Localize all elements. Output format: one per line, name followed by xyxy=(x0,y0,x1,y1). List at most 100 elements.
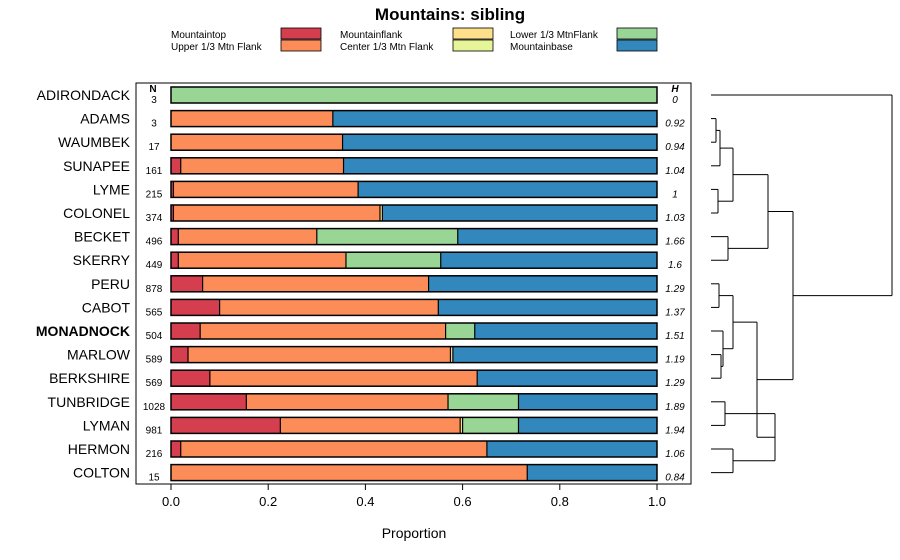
x-tick-label: 0.6 xyxy=(454,494,472,509)
x-tick-label: 1.0 xyxy=(648,494,666,509)
bar-segment xyxy=(474,323,657,339)
n-value: 589 xyxy=(146,355,163,366)
bar-segment xyxy=(171,441,181,457)
bar-segment xyxy=(358,181,657,198)
n-value: 1028 xyxy=(143,402,166,413)
bar-segment xyxy=(438,299,657,316)
bar-row xyxy=(170,109,658,128)
bar-segment xyxy=(171,417,281,434)
bar-segment xyxy=(246,393,449,410)
bar-segment xyxy=(440,252,657,269)
bar-segment xyxy=(445,323,475,339)
n-value: 449 xyxy=(146,260,163,271)
h-value: 1.6 xyxy=(668,260,682,271)
bar-segment xyxy=(171,134,343,151)
h-value: 1.19 xyxy=(665,355,685,366)
n-value: 878 xyxy=(146,284,163,295)
h-value: 0.84 xyxy=(665,473,685,484)
bar-outline xyxy=(170,109,658,128)
legend-swatch xyxy=(280,39,322,52)
n-value: 3 xyxy=(151,119,157,130)
n-value: 565 xyxy=(146,307,163,318)
category-label: SKERRY xyxy=(73,252,131,268)
bar-row xyxy=(170,251,658,269)
category-label: SUNAPEE xyxy=(63,158,130,174)
bar-segment xyxy=(171,346,189,363)
category-label: COLONEL xyxy=(63,205,130,221)
category-label: TUNBRIDGE xyxy=(48,394,130,410)
bar-row xyxy=(170,133,658,151)
bar-segment xyxy=(343,157,657,174)
bar-outline xyxy=(170,204,658,222)
bar-segment xyxy=(345,252,441,269)
bar-segment xyxy=(171,181,174,198)
h-value: 1.37 xyxy=(665,307,685,318)
bar-segment xyxy=(448,393,519,410)
legend-label: Lower 1/3 MtnFlank xyxy=(510,30,599,41)
bar-segment xyxy=(280,417,461,434)
bar-row xyxy=(170,157,658,175)
x-tick-label: 0.0 xyxy=(162,494,180,509)
n-value: 216 xyxy=(146,449,163,460)
plot-frame xyxy=(135,82,692,485)
n-value: 374 xyxy=(146,213,163,224)
bar-segment xyxy=(171,87,657,103)
bar-row xyxy=(170,204,658,222)
bar-segment xyxy=(477,370,657,387)
legend-label: Center 1/3 Mtn Flank xyxy=(340,42,434,53)
bar-segment xyxy=(171,157,181,174)
bar-row xyxy=(170,322,658,340)
bar-row xyxy=(170,369,658,387)
n-value: 981 xyxy=(146,425,163,436)
bar-segment xyxy=(527,464,657,481)
category-label: WAUMBEK xyxy=(58,134,130,150)
bar-segment xyxy=(428,275,657,292)
bar-segment xyxy=(316,228,458,245)
bar-segment xyxy=(200,323,446,339)
bar-outline xyxy=(170,180,658,199)
bar-outline xyxy=(170,133,658,151)
bar-outline xyxy=(170,298,658,317)
bar-segment xyxy=(462,417,519,434)
bar-outline xyxy=(170,157,658,175)
bar-segment xyxy=(171,393,247,410)
bar-segment xyxy=(171,252,179,269)
x-tick-label: 0.4 xyxy=(356,494,374,509)
bar-segment xyxy=(171,323,201,339)
n-value: 161 xyxy=(146,166,163,177)
bar-row xyxy=(170,86,658,104)
category-label: LYME xyxy=(93,181,130,197)
bar-segment xyxy=(173,181,359,198)
n-value: 17 xyxy=(148,142,160,153)
bar-row xyxy=(170,180,658,199)
n-value: 3 xyxy=(151,95,157,106)
bar-segment xyxy=(171,464,528,481)
h-value: 1.94 xyxy=(665,425,685,436)
category-label: MARLOW xyxy=(67,347,131,363)
legend-swatch xyxy=(616,39,658,52)
bar-outline xyxy=(170,322,658,340)
bar-segment xyxy=(171,275,203,292)
h-value: 1 xyxy=(672,189,678,200)
bar-segment xyxy=(518,417,657,434)
bar-outline xyxy=(170,440,658,458)
h-value: 1.29 xyxy=(665,378,685,389)
bar-segment xyxy=(173,205,380,221)
n-value: 496 xyxy=(146,237,163,248)
bar-segment xyxy=(342,134,657,151)
bar-segment xyxy=(180,157,344,174)
bar-segment xyxy=(171,299,220,316)
bar-segment xyxy=(379,205,383,221)
h-value: 1.06 xyxy=(665,449,685,460)
bar-outline xyxy=(170,345,658,364)
bar-segment xyxy=(219,299,439,316)
category-label: LYMAN xyxy=(83,417,130,433)
bar-outline xyxy=(170,369,658,387)
n-value: 15 xyxy=(148,473,160,484)
bar-row xyxy=(170,298,658,317)
legend-label: Upper 1/3 Mtn Flank xyxy=(171,42,263,53)
bar-outline xyxy=(170,393,658,411)
h-value: 0.92 xyxy=(665,119,685,130)
h-header: H xyxy=(671,84,679,95)
